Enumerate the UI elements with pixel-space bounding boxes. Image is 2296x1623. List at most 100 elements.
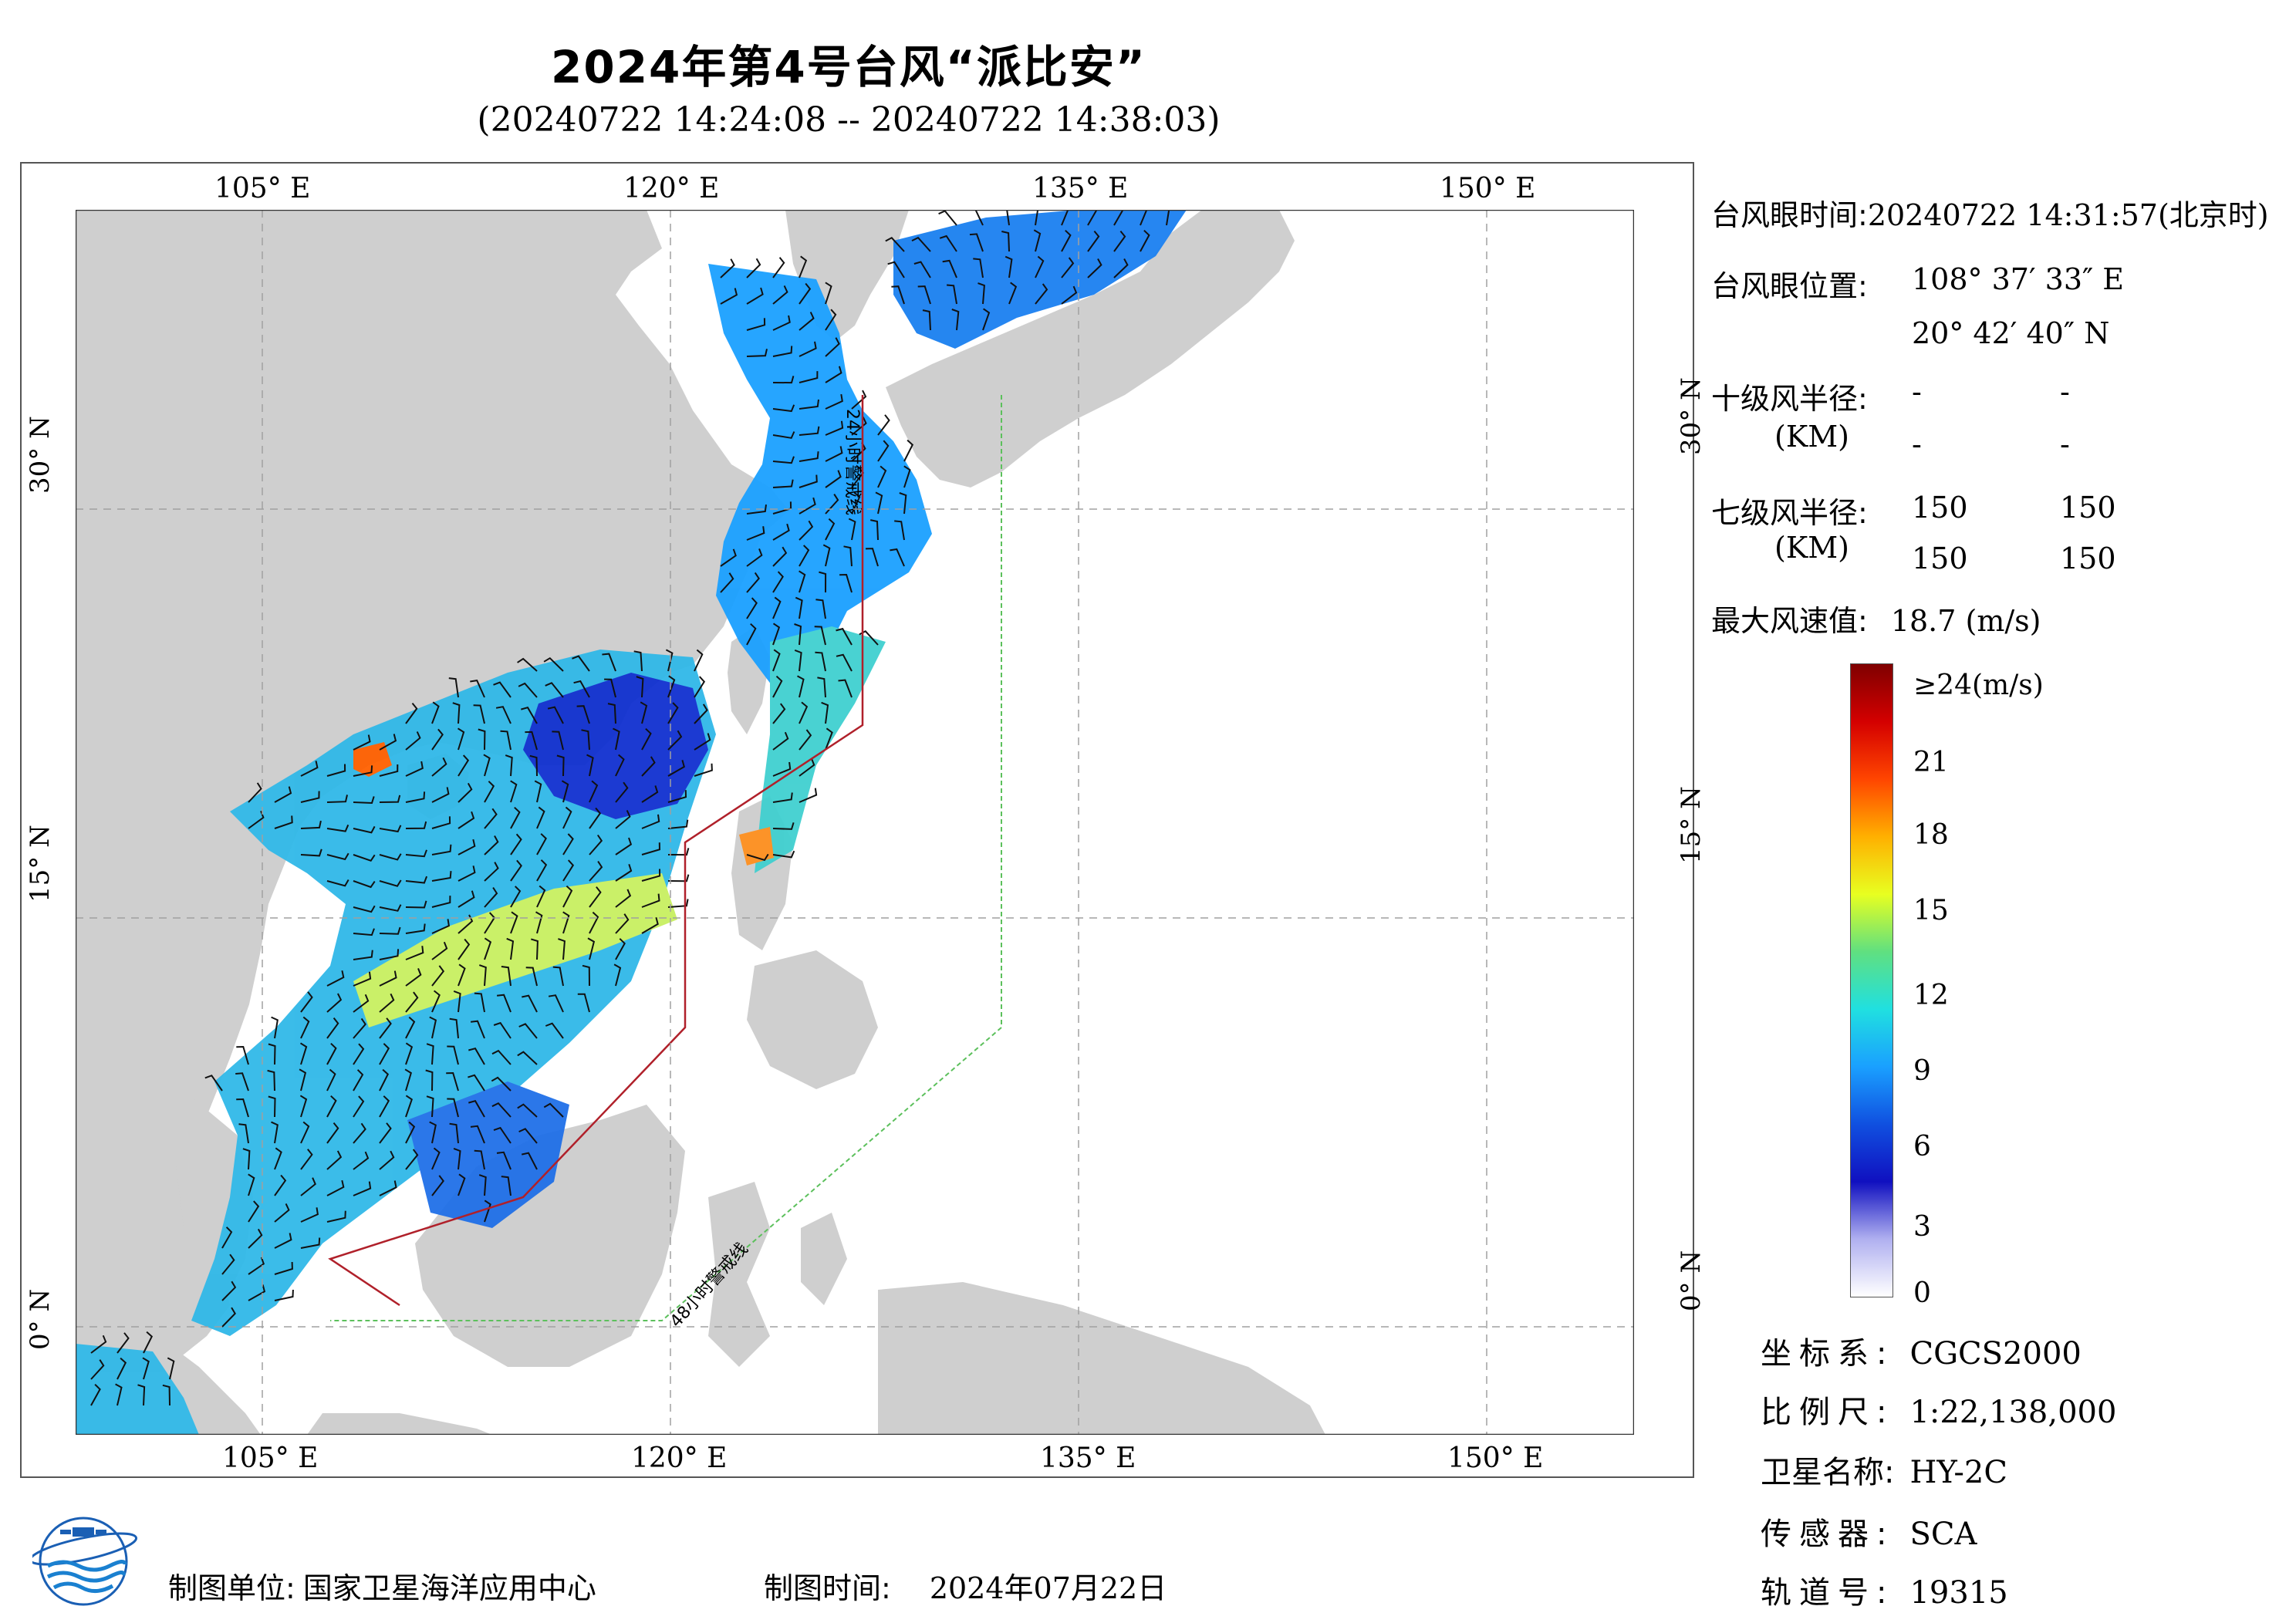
- wind-barb: [746, 318, 766, 331]
- wind-barb: [821, 701, 829, 724]
- wind-barb: [772, 523, 790, 541]
- graticule: [76, 210, 1634, 1435]
- wind-barb: [536, 859, 548, 882]
- wind-barb: [877, 414, 890, 436]
- map-frame: [20, 162, 1694, 1478]
- wind-barb: [772, 315, 791, 331]
- wind-barb: [799, 282, 812, 305]
- wind-barb: [458, 938, 471, 960]
- wind-barb: [772, 456, 795, 464]
- wind-barb: [300, 820, 322, 829]
- wind-barb: [484, 808, 498, 829]
- wind-barb: [1087, 258, 1102, 278]
- wind-barb: [299, 1068, 307, 1092]
- wind-barb: [1113, 210, 1124, 226]
- satellite-name-value: HY-2C: [1909, 1455, 2007, 1490]
- wind-barb: [552, 966, 564, 987]
- wind-barb: [799, 426, 820, 436]
- wind-barb: [799, 729, 812, 751]
- wind-barb: [431, 871, 452, 882]
- wind-barb: [891, 285, 905, 305]
- wind-barb: [405, 968, 422, 987]
- wind-barb: [772, 822, 795, 830]
- r7-value-1: 150: [1912, 491, 1968, 525]
- wind-barb: [431, 990, 441, 1013]
- wind-barb: [431, 844, 452, 855]
- wind-barb: [772, 623, 781, 646]
- wind-barb: [521, 1152, 538, 1170]
- wind-barb: [667, 675, 676, 698]
- asia-mainland: [76, 210, 789, 1435]
- wind-barb: [799, 545, 810, 567]
- wind-barb: [379, 993, 395, 1013]
- wind-barb: [405, 1095, 413, 1118]
- wind-barb: [562, 911, 570, 934]
- wind-barb: [274, 1261, 293, 1275]
- wind-barb: [353, 734, 371, 751]
- wind-barb: [431, 919, 451, 934]
- wind-barb: [470, 1125, 485, 1144]
- wind-barb: [1035, 210, 1039, 226]
- lon-label-top-105: 105° E: [214, 173, 311, 204]
- wind-barb: [505, 754, 513, 777]
- wind-barb: [248, 1284, 266, 1301]
- wind-barb: [641, 727, 652, 751]
- wind-barb: [167, 1357, 175, 1380]
- wind-barb: [1061, 229, 1072, 252]
- wind-barb: [353, 765, 373, 777]
- wind-barb: [531, 938, 539, 960]
- wind-field-map: 24小时警戒线 48小时警戒线: [76, 210, 1634, 1435]
- wind-barb: [746, 623, 757, 646]
- wind-barb: [836, 627, 853, 646]
- wind-barb: [379, 825, 402, 833]
- wind-barb: [274, 1203, 290, 1223]
- wind-barb: [274, 815, 293, 829]
- wind-barb: [248, 1257, 265, 1275]
- wind-barb: [326, 879, 349, 887]
- wind-barb: [772, 649, 781, 672]
- wind-barb: [470, 679, 485, 698]
- wind-barb: [825, 446, 843, 462]
- wind-barb: [248, 1173, 255, 1196]
- wind-barb: [667, 819, 689, 829]
- wind-barb: [772, 546, 788, 567]
- wind-barb: [405, 731, 421, 751]
- wind-barb: [815, 651, 826, 672]
- wind-barb: [449, 1017, 459, 1039]
- wind-barb: [851, 491, 861, 515]
- wind-barb: [641, 869, 661, 882]
- wind-barb: [799, 788, 818, 803]
- max-wind-value: 18.7 (m/s): [1890, 604, 2041, 638]
- eye-position-row: 台风眼位置:: [1711, 262, 1868, 305]
- philippines-south: [747, 950, 878, 1089]
- r10-label: 十级风半径:: [1711, 382, 1868, 416]
- wind-barb: [495, 706, 512, 724]
- wind-barb: [353, 1043, 365, 1065]
- wind-barb: [561, 780, 569, 803]
- wind-barb: [1033, 229, 1042, 252]
- wind-barb: [525, 731, 538, 751]
- wind-barb: [562, 859, 575, 882]
- wind-barb: [326, 824, 349, 832]
- wind-barb: [772, 285, 788, 305]
- wind-barb: [379, 795, 401, 803]
- wind-barb: [326, 1179, 345, 1196]
- wind-barb: [772, 346, 793, 357]
- wind-barb: [300, 1149, 313, 1170]
- wind-barb: [506, 937, 515, 960]
- nsoas-logo: [32, 1517, 138, 1606]
- wind-barb: [1035, 283, 1048, 305]
- wind-barb: [967, 210, 984, 226]
- new-guinea: [878, 1282, 1325, 1435]
- wind-barb: [500, 730, 512, 751]
- wind-barb: [405, 1042, 414, 1065]
- wind-barb: [267, 1069, 275, 1092]
- wind-barb: [521, 707, 538, 724]
- wind-barb: [493, 681, 512, 698]
- wind-barb: [772, 850, 795, 859]
- wind-barb: [772, 675, 783, 698]
- wind-barb: [221, 1254, 235, 1275]
- java: [307, 1413, 492, 1435]
- wind-barb: [548, 994, 564, 1013]
- wind-barb: [1061, 257, 1075, 278]
